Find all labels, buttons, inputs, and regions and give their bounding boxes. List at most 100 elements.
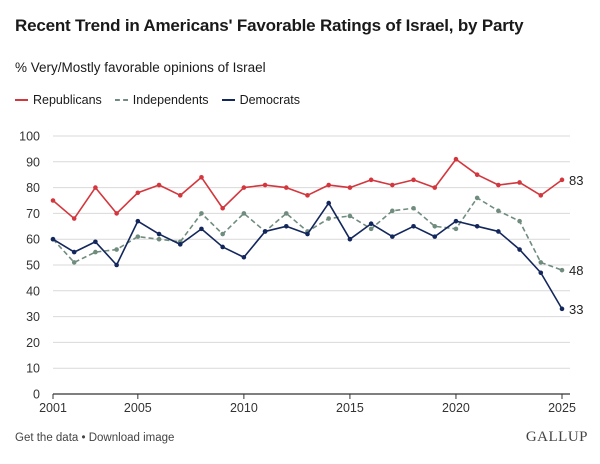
data-point-republicans — [326, 182, 332, 188]
legend-swatch-independents — [114, 99, 128, 101]
data-point-independents — [283, 211, 289, 216]
data-point-independents — [411, 205, 416, 211]
data-point-democrats — [411, 224, 416, 229]
data-point-independents — [135, 234, 141, 239]
data-point-republicans — [135, 190, 141, 196]
data-point-republicans — [432, 185, 438, 190]
data-point-democrats — [114, 262, 119, 268]
data-point-republicans — [538, 193, 544, 198]
data-point-republicans — [390, 182, 395, 188]
data-point-independents — [156, 236, 162, 242]
data-point-democrats — [93, 239, 98, 245]
y-tick-label: 70 — [26, 207, 40, 221]
data-point-democrats — [262, 229, 268, 234]
data-point-democrats — [496, 229, 501, 234]
y-tick-label: 10 — [26, 362, 40, 376]
footer-links: Get the data • Download image — [15, 432, 174, 444]
data-point-republicans — [71, 216, 77, 221]
data-point-independents — [347, 213, 353, 219]
data-point-independents — [241, 211, 247, 216]
legend-label-independents: Independents — [132, 93, 209, 107]
y-tick-label: 20 — [26, 336, 40, 350]
data-point-independents — [114, 247, 119, 252]
data-point-republicans — [241, 185, 247, 190]
data-point-independents — [220, 231, 225, 237]
x-tick-label: 2015 — [336, 401, 364, 415]
legend-item-republicans[interactable]: Republicans — [15, 93, 102, 107]
data-point-independents — [71, 260, 77, 265]
data-point-republicans — [559, 177, 565, 183]
data-point-republicans — [93, 185, 98, 190]
legend-swatch-democrats — [221, 99, 235, 101]
x-tick-label: 2001 — [39, 401, 67, 415]
legend-swatch-republicans — [15, 99, 28, 101]
gallup-logo: GALLUP — [525, 429, 588, 445]
x-tick-label: 2025 — [548, 401, 576, 415]
chart-title: Recent Trend in Americans' Favorable Rat… — [15, 16, 524, 35]
x-tick-label: 2010 — [230, 401, 258, 415]
data-point-democrats — [390, 234, 395, 239]
data-point-democrats — [517, 247, 522, 252]
data-point-democrats — [347, 236, 353, 242]
legend-label-republicans: Republicans — [33, 93, 102, 107]
y-tick-label: 80 — [26, 181, 40, 195]
data-point-republicans — [368, 177, 374, 183]
y-tick-label: 40 — [26, 284, 40, 298]
data-point-republicans — [262, 182, 268, 188]
data-point-democrats — [135, 218, 141, 224]
data-point-independents — [432, 224, 438, 229]
y-tick-label: 50 — [26, 259, 40, 273]
data-point-democrats — [432, 234, 438, 239]
data-point-independents — [517, 218, 522, 224]
data-point-democrats — [199, 226, 204, 232]
data-point-republicans — [347, 185, 353, 190]
data-point-independents — [538, 260, 544, 265]
y-tick-label: 0 — [33, 388, 40, 402]
series-line-democrats — [52, 202, 563, 310]
data-point-independents — [474, 195, 480, 201]
data-point-republicans — [177, 193, 183, 198]
data-point-democrats — [453, 218, 459, 224]
data-point-independents — [559, 267, 565, 273]
y-tick-label: 60 — [26, 233, 40, 247]
data-point-independents — [453, 226, 459, 232]
legend-item-democrats[interactable]: Democrats — [221, 93, 300, 107]
data-point-republicans — [220, 205, 225, 211]
data-point-democrats — [71, 249, 77, 255]
x-tick-label: 2020 — [442, 401, 470, 415]
data-point-democrats — [177, 242, 183, 247]
data-point-independents — [326, 216, 332, 221]
data-point-republicans — [453, 156, 459, 162]
data-point-democrats — [305, 231, 310, 237]
legend-label-democrats: Democrats — [239, 93, 300, 107]
data-point-republicans — [114, 211, 119, 216]
get-data-link[interactable]: Get the data — [15, 432, 79, 444]
data-point-democrats — [559, 306, 565, 312]
data-point-republicans — [283, 185, 289, 190]
y-tick-label: 30 — [26, 310, 40, 324]
data-point-republicans — [50, 198, 56, 203]
data-point-republicans — [411, 177, 416, 183]
footer-separator: • — [81, 432, 86, 444]
data-point-independents — [93, 249, 98, 255]
series-line-republicans — [52, 158, 563, 220]
data-point-republicans — [474, 172, 480, 177]
data-point-democrats — [241, 254, 247, 260]
legend-item-independents[interactable]: Independents — [114, 93, 209, 107]
data-point-democrats — [538, 270, 544, 276]
data-point-independents — [199, 211, 204, 216]
end-label-democrats: 33 — [569, 302, 583, 317]
data-point-democrats — [474, 224, 480, 229]
end-label-republicans: 83 — [569, 173, 583, 188]
data-point-republicans — [156, 182, 162, 188]
data-point-republicans — [496, 182, 501, 188]
data-point-independents — [390, 208, 395, 214]
data-point-democrats — [283, 224, 289, 229]
data-point-independents — [368, 226, 374, 232]
download-image-link[interactable]: Download image — [88, 432, 175, 444]
y-tick-label: 100 — [19, 130, 40, 144]
data-point-democrats — [368, 221, 374, 227]
y-tick-label: 90 — [26, 155, 40, 169]
data-point-democrats — [220, 244, 225, 250]
